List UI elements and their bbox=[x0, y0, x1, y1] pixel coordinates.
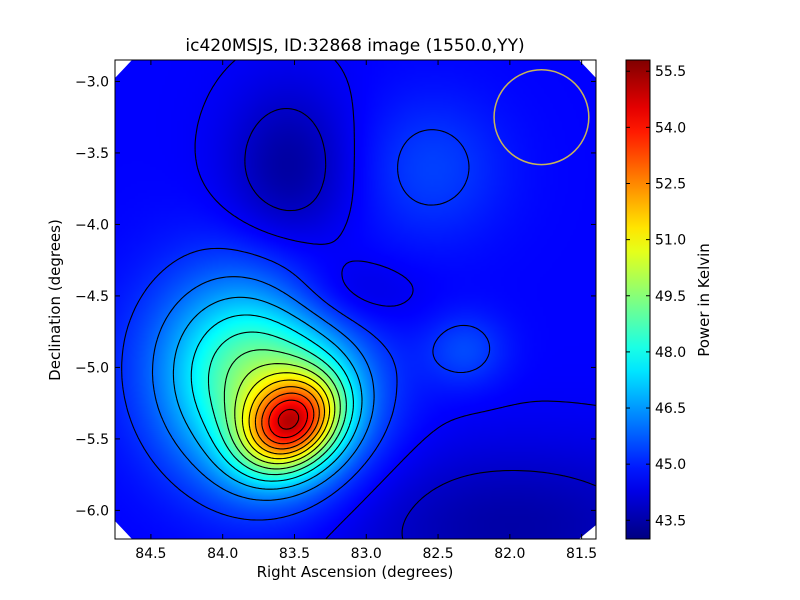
colorbar-tick-label: 45.0 bbox=[655, 457, 686, 473]
colorbar-frame bbox=[625, 59, 651, 540]
colorbar-tick-label: 48.0 bbox=[655, 345, 686, 361]
colorbar-tick-label: 43.5 bbox=[655, 513, 686, 529]
beam-circle bbox=[493, 69, 590, 166]
y-tick-label: −4.0 bbox=[75, 217, 109, 233]
contour-line bbox=[223, 349, 341, 470]
y-axis-label: Declination (degrees) bbox=[46, 219, 64, 381]
y-tick-label: −5.0 bbox=[75, 360, 109, 376]
y-tick-label: −3.0 bbox=[75, 74, 109, 90]
colorbar-label: Power in Kelvin bbox=[695, 243, 713, 357]
contour-line bbox=[234, 363, 336, 465]
x-tick-label: 84.5 bbox=[135, 546, 166, 562]
colorbar-tick-label: 49.5 bbox=[655, 289, 686, 305]
colorbar-tick-label: 55.5 bbox=[655, 64, 686, 80]
heatmap-image bbox=[115, 60, 596, 539]
contour-line bbox=[207, 331, 347, 476]
contour-line bbox=[151, 276, 375, 501]
y-tick-label: −3.5 bbox=[75, 146, 109, 162]
contour-line bbox=[172, 296, 363, 490]
x-tick-label: 83.0 bbox=[351, 546, 382, 562]
colorbar-axis: 43.5 45.0 46.5 48.0 49.5 51.0 52.5 54.0 55.5 bbox=[626, 64, 686, 529]
x-tick-label: 84.0 bbox=[207, 546, 238, 562]
y-axis: −3.0 −3.5 −4.0 −4.5 −5.0 −5.5 −6.0 bbox=[75, 74, 596, 519]
contour-lines bbox=[121, 60, 596, 539]
contour-line bbox=[261, 392, 315, 445]
x-tick-label: 83.5 bbox=[279, 546, 310, 562]
contour-line bbox=[254, 386, 320, 450]
y-tick-label: −5.5 bbox=[75, 432, 109, 448]
plot-frame bbox=[114, 59, 597, 540]
x-tick-label: 82.0 bbox=[494, 546, 525, 562]
plot-area bbox=[114, 59, 597, 540]
contour-line bbox=[241, 372, 331, 460]
y-tick-label: −6.0 bbox=[75, 503, 109, 519]
contour-line bbox=[121, 129, 491, 521]
colorbar-tick-label: 54.0 bbox=[655, 120, 686, 136]
contour-line bbox=[248, 379, 326, 455]
contour-line bbox=[244, 107, 596, 539]
x-tick-label: 81.5 bbox=[566, 546, 597, 562]
contour-line bbox=[190, 314, 354, 482]
colorbar-tick-label: 52.5 bbox=[655, 176, 686, 192]
x-axis-label: Right Ascension (degrees) bbox=[257, 563, 454, 581]
x-tick-label: 82.5 bbox=[422, 546, 453, 562]
colorbar-tick-label: 46.5 bbox=[655, 401, 686, 417]
contour-line bbox=[194, 60, 596, 539]
x-axis: 84.5 84.0 83.5 83.0 82.5 82.0 81.5 bbox=[135, 60, 597, 562]
colorbar: 43.5 45.0 46.5 48.0 49.5 51.0 52.5 54.0 55.5 Pow… bbox=[625, 59, 713, 540]
chart-title: ic420MSJS, ID:32868 image (1550.0,YY) bbox=[185, 36, 524, 56]
contour-line bbox=[268, 399, 309, 439]
y-tick-label: −4.5 bbox=[75, 289, 109, 305]
contour-line bbox=[277, 408, 300, 430]
colorbar-gradient bbox=[626, 60, 650, 539]
colorbar-tick-label: 51.0 bbox=[655, 233, 686, 249]
